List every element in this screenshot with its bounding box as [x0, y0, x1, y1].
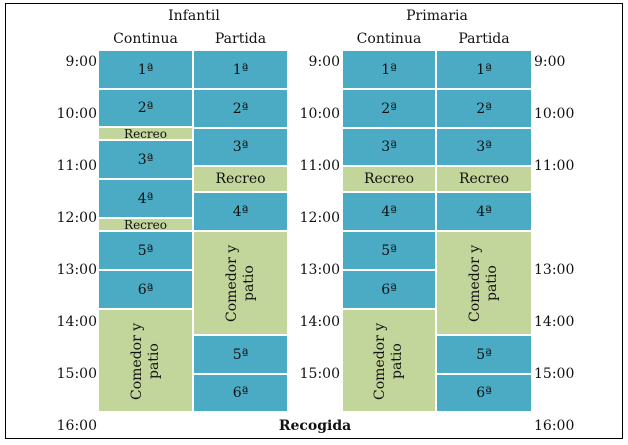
period-cell: 2ª: [98, 89, 193, 127]
schedule-frame: [5, 3, 623, 439]
period-cell: 4ª: [342, 192, 436, 231]
time-label-mid: 12:00: [299, 210, 340, 226]
header-primaria-continua: Continua: [356, 31, 422, 47]
time-label-right: 13:00: [534, 262, 575, 278]
period-cell: 5ª: [98, 231, 193, 270]
recreo-label: Recreo: [124, 217, 167, 232]
period-label: 5ª: [381, 242, 397, 259]
recreo-cell: Recreo: [98, 127, 193, 140]
period-label: 6ª: [137, 281, 154, 298]
period-label: 5ª: [476, 346, 492, 363]
time-label-left: 10:00: [56, 106, 97, 122]
period-label: 4ª: [137, 190, 154, 207]
header-infantil-partida: Partida: [214, 31, 267, 47]
period-cell: 5ª: [342, 231, 436, 270]
recogida-label: Recogida: [278, 418, 352, 434]
period-cell: 6ª: [342, 270, 436, 309]
period-cell: 1ª: [98, 50, 193, 89]
period-label: 5ª: [137, 242, 154, 259]
time-label-right: 10:00: [534, 106, 575, 122]
period-label: 1ª: [137, 61, 154, 78]
period-label: 6ª: [381, 281, 397, 298]
period-cell: 1ª: [193, 50, 288, 89]
time-label-mid: 14:00: [299, 314, 340, 330]
recreo-label: Recreo: [124, 126, 167, 141]
recreo-cell: Recreo: [436, 166, 532, 192]
period-cell: 6ª: [193, 374, 288, 412]
period-cell: 6ª: [436, 374, 532, 412]
period-label: 1ª: [232, 61, 249, 78]
period-cell: 3ª: [98, 140, 193, 179]
comedor-label: Comedor y patio: [223, 244, 257, 322]
header-primaria: Primaria: [406, 8, 468, 24]
recreo-label: Recreo: [363, 171, 415, 187]
comedor-label: Comedor y patio: [128, 321, 162, 400]
comedor-cell: Comedor y patio: [98, 309, 193, 412]
period-cell: 4ª: [98, 179, 193, 218]
period-cell: 4ª: [193, 192, 288, 231]
time-label-right: 15:00: [534, 366, 575, 382]
comedor-label: Comedor y patio: [467, 244, 500, 322]
recreo-label: Recreo: [458, 171, 510, 187]
period-label: 6ª: [232, 385, 249, 401]
recreo-cell: Recreo: [98, 218, 193, 231]
header-infantil: Infantil: [168, 8, 220, 24]
period-cell: 6ª: [98, 270, 193, 309]
period-label: 3ª: [381, 139, 397, 155]
time-label-mid: 13:00: [299, 262, 340, 278]
period-label: 1ª: [476, 61, 492, 78]
recreo-cell: Recreo: [193, 166, 288, 192]
period-cell: 5ª: [193, 335, 288, 374]
time-label-left: 15:00: [56, 366, 97, 382]
period-cell: 1ª: [436, 50, 532, 89]
period-label: 3ª: [137, 151, 154, 168]
time-label-mid: 11:00: [299, 158, 340, 174]
period-cell: 3ª: [193, 128, 288, 166]
period-label: 4ª: [232, 203, 249, 220]
period-label: 1ª: [381, 61, 397, 78]
period-label: 4ª: [476, 203, 492, 220]
time-label-left: 16:00: [56, 418, 97, 434]
comedor-cell: Comedor y patio: [342, 309, 436, 412]
period-label: 3ª: [476, 139, 492, 155]
comedor-cell: Comedor y patio: [436, 231, 532, 335]
time-label-left: 14:00: [56, 314, 97, 330]
time-label-left: 12:00: [56, 210, 97, 226]
period-label: 2ª: [381, 100, 397, 117]
recreo-cell: Recreo: [342, 166, 436, 192]
period-cell: 1ª: [342, 50, 436, 89]
time-label-right: 16:00: [534, 418, 575, 434]
time-label-left: 9:00: [65, 54, 97, 70]
period-label: 4ª: [381, 203, 397, 220]
period-cell: 3ª: [342, 128, 436, 166]
time-label-right: 11:00: [534, 158, 575, 174]
time-label-left: 11:00: [56, 158, 97, 174]
time-label-left: 13:00: [56, 262, 97, 278]
time-label-mid: 10:00: [299, 106, 340, 122]
period-label: 3ª: [232, 139, 249, 155]
time-label-right: 14:00: [534, 314, 575, 330]
comedor-label: Comedor y patio: [372, 321, 405, 400]
period-label: 6ª: [476, 385, 492, 401]
header-primaria-partida: Partida: [458, 31, 510, 47]
period-cell: 2ª: [342, 89, 436, 128]
time-label-mid: 9:00: [308, 54, 340, 70]
header-infantil-continua: Continua: [113, 31, 178, 47]
recreo-label: Recreo: [215, 171, 266, 187]
period-label: 5ª: [232, 346, 249, 363]
time-label-right: 9:00: [534, 54, 566, 70]
comedor-cell: Comedor y patio: [193, 231, 288, 335]
period-cell: 3ª: [436, 128, 532, 166]
period-label: 2ª: [232, 100, 249, 117]
time-label-mid: 15:00: [299, 366, 340, 382]
period-cell: 5ª: [436, 335, 532, 374]
period-cell: 2ª: [193, 89, 288, 128]
period-label: 2ª: [137, 100, 154, 116]
period-cell: 4ª: [436, 192, 532, 231]
period-label: 2ª: [476, 100, 492, 117]
period-cell: 2ª: [436, 89, 532, 128]
